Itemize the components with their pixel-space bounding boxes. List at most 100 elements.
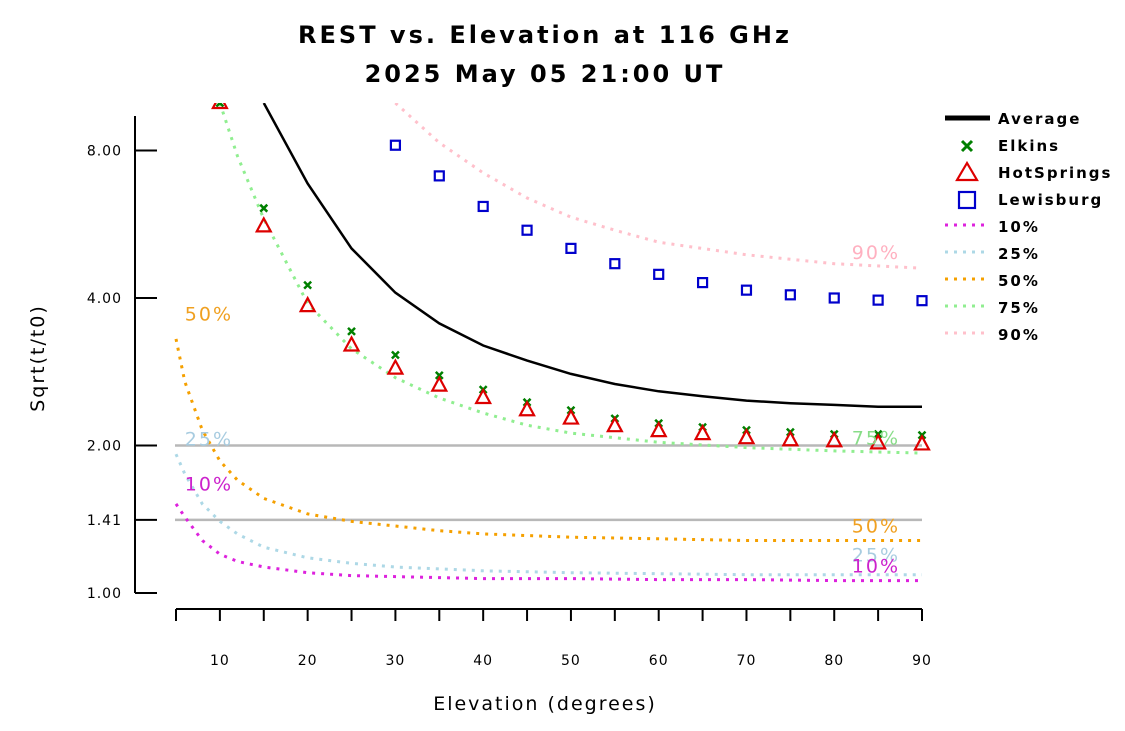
hotsprings-point <box>737 427 756 445</box>
legend-label: Lewisburg <box>998 191 1103 209</box>
lewisburg-point <box>784 289 796 301</box>
elkins-point <box>215 103 225 108</box>
series-25pct-path <box>174 453 922 577</box>
hotsprings-point <box>254 216 273 233</box>
x-tick-label: 50 <box>561 653 581 669</box>
curve-label-10pct: 10% <box>852 556 900 578</box>
curve-label-90pct: 90% <box>852 242 900 264</box>
hotsprings-point <box>430 375 449 392</box>
hotsprings-point <box>825 430 844 448</box>
lewisburg-point <box>521 224 533 236</box>
hotsprings-point <box>649 420 668 438</box>
elkins-point <box>259 203 269 213</box>
y-tick-label: 4.00 <box>87 291 122 307</box>
chart-subtitle: 2025 May 05 21:00 UT <box>365 60 726 88</box>
lewisburg-point <box>828 292 840 304</box>
legend: Average Elkins HotSprings Lewisburg 10% 25% 50… <box>945 110 1112 344</box>
series-50pct-path <box>174 338 922 542</box>
hotsprings-point <box>693 423 712 441</box>
chart-title: REST vs. Elevation at 116 GHz <box>298 21 792 49</box>
series-hotsprings <box>211 103 931 451</box>
series-layer <box>174 103 931 583</box>
lewisburg-point <box>477 200 489 213</box>
hotsprings-point <box>386 358 405 375</box>
x-tick-label: 80 <box>824 653 844 669</box>
elkins-point <box>391 350 400 360</box>
hotsprings-point <box>474 387 493 405</box>
elkins-point <box>347 326 356 336</box>
legend-item-50pct: 50% <box>945 272 1040 290</box>
series-10pct-path <box>174 503 922 583</box>
lewisburg-point <box>565 242 577 254</box>
hotsprings-point <box>518 399 536 417</box>
legend-item-elkins: Elkins <box>960 137 1060 155</box>
lewisburg-point <box>653 268 665 280</box>
series-25pct <box>174 453 922 577</box>
x-tick-label: 40 <box>473 653 493 669</box>
lewisburg-point <box>916 295 928 307</box>
hotsprings-point <box>342 335 361 352</box>
lewisburg-point <box>696 277 709 289</box>
curve-label-50pct: 50% <box>852 515 900 537</box>
legend-item-lewisburg: Lewisburg <box>957 190 1103 210</box>
legend-label: 25% <box>998 245 1040 263</box>
legend-label: Elkins <box>998 137 1060 155</box>
legend-label: 75% <box>998 299 1040 317</box>
series-average-path <box>262 103 922 408</box>
y-tick-label: 1.41 <box>87 513 122 529</box>
axes: 10 20 30 40 50 60 70 80 90 1.00 1.41 2.00 4.00 8.00 <box>87 116 932 669</box>
legend-item-90pct: 90% <box>945 326 1040 344</box>
x-tick-label: 10 <box>210 653 230 669</box>
series-75pct <box>218 103 923 455</box>
elkins-point <box>303 280 313 290</box>
x-axis-label: Elevation (degrees) <box>433 693 657 715</box>
reference-lines <box>175 444 922 522</box>
hotsprings-point <box>562 408 580 425</box>
y-tick-label: 1.00 <box>87 586 122 602</box>
legend-label: 90% <box>998 326 1040 344</box>
series-90pct-path <box>394 103 923 270</box>
curve-label-75pct: 75% <box>852 427 900 449</box>
y-tick-label: 8.00 <box>87 143 122 159</box>
legend-item-10pct: 10% <box>945 218 1040 236</box>
lewisburg-point <box>389 139 402 151</box>
curve-label-25pct: 25% <box>185 428 233 450</box>
lewisburg-point <box>872 294 884 306</box>
curve-label-50pct: 50% <box>185 303 233 325</box>
hotsprings-point <box>781 429 800 447</box>
curve-labels: 50%25%10%90%75%50%25%10% <box>185 242 900 578</box>
legend-label: HotSprings <box>998 164 1112 182</box>
curve-label-25pct: 25% <box>852 544 900 566</box>
series-50pct <box>174 338 922 542</box>
lewisburg-point <box>609 258 621 270</box>
lewisburg-point <box>740 284 753 296</box>
y-tick-label: 2.00 <box>87 438 122 454</box>
legend-label: Average <box>998 110 1081 128</box>
legend-item-hotsprings: HotSprings <box>955 160 1112 182</box>
series-90pct <box>394 103 923 270</box>
legend-item-75pct: 75% <box>945 299 1040 317</box>
legend-swatch <box>957 190 977 210</box>
legend-swatch <box>960 139 974 153</box>
series-10pct <box>174 503 922 583</box>
legend-item-25pct: 25% <box>945 245 1040 263</box>
lewisburg-point <box>433 170 445 182</box>
legend-label: 10% <box>998 218 1040 236</box>
legend-label: 50% <box>998 272 1040 290</box>
hotsprings-point <box>605 415 624 433</box>
x-tick-label: 60 <box>649 653 669 669</box>
series-75pct-path <box>218 103 923 455</box>
x-tick-label: 20 <box>298 653 318 669</box>
series-average <box>262 103 922 408</box>
hotsprings-point <box>869 433 887 450</box>
hotsprings-point <box>211 103 229 110</box>
x-tick-label: 30 <box>385 653 405 669</box>
hotsprings-point <box>913 434 931 451</box>
curve-label-10pct: 10% <box>185 473 233 495</box>
x-tick-label: 90 <box>912 653 932 669</box>
legend-swatch <box>955 160 979 182</box>
series-lewisburg <box>389 139 928 307</box>
y-axis-label: Sqrt(t/t0) <box>27 304 49 412</box>
hotsprings-point <box>298 295 317 313</box>
